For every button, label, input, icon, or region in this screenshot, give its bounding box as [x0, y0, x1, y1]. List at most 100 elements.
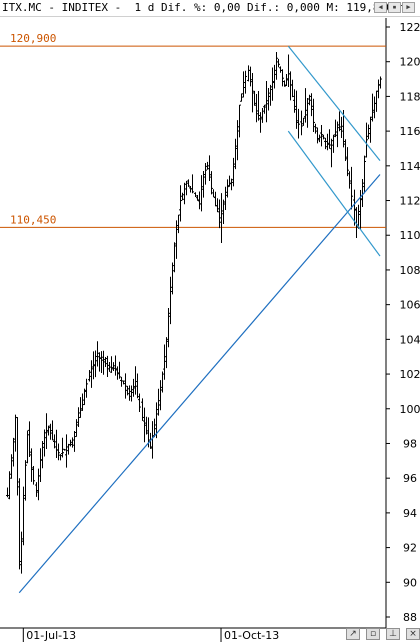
ohlc-bar — [238, 104, 241, 138]
ohlc-bar — [155, 402, 158, 439]
ohlc-bar — [122, 380, 125, 385]
ohlc-bar — [79, 397, 82, 418]
ohlc-bar — [120, 376, 123, 387]
ohlc-bar — [214, 191, 217, 207]
ohlc-bar — [102, 350, 105, 375]
ohlc-bar — [236, 120, 239, 161]
y-tick-label: 118 — [400, 90, 420, 103]
ohlc-bar — [277, 58, 280, 68]
ohlc-bar — [49, 423, 52, 440]
y-tick-label: 110 — [400, 229, 420, 242]
ohlc-bar — [194, 192, 197, 198]
ohlc-bar — [114, 355, 117, 376]
support-trend-line — [18, 174, 381, 594]
ohlc-bar — [263, 104, 266, 114]
ohlc-bar — [8, 471, 11, 500]
ohlc-bar — [365, 122, 368, 158]
ohlc-bar — [124, 373, 127, 399]
ohlc-bar — [118, 361, 121, 379]
scroll-middle-icon[interactable]: ▪ — [388, 2, 401, 13]
ohlc-bar — [73, 431, 76, 452]
ohlc-bar — [228, 175, 231, 187]
ohlc-bar — [249, 66, 252, 87]
ohlc-bar — [312, 98, 315, 132]
save-icon[interactable]: ▫ — [366, 628, 380, 640]
ohlc-bar — [244, 70, 247, 94]
ohlc-bar — [30, 448, 33, 482]
x-axis: 01-Jul-13 01-Oct-13 — [22, 628, 279, 642]
ohlc-bar — [141, 398, 144, 421]
ohlc-bar — [302, 117, 305, 126]
ohlc-bar — [318, 134, 321, 143]
ohlc-bar — [88, 370, 91, 382]
ohlc-bar — [183, 182, 186, 205]
trend-lines — [18, 45, 381, 594]
ohlc-bar — [110, 356, 113, 373]
ohlc-bar — [51, 420, 54, 441]
y-tick-label: 116 — [400, 125, 420, 138]
x-tick-label: 01-Oct-13 — [224, 629, 279, 642]
ohlc-bar — [291, 79, 294, 98]
ohlc-bar — [234, 138, 237, 170]
ohlc-bar — [257, 90, 260, 121]
header-title: ITX.MC - INDITEX - 1 d Dif. %: 0,00 Dif.… — [2, 1, 413, 14]
ohlc-bar — [375, 90, 378, 112]
header-scroll-controls[interactable]: ◀ ▪ ▶ — [374, 2, 418, 13]
ohlc-bar — [220, 193, 223, 244]
ohlc-bar — [24, 460, 27, 501]
ohlc-bar — [253, 90, 256, 106]
ohlc-bar — [377, 79, 380, 99]
y-tick-label: 122 — [400, 21, 420, 34]
ohlc-bar — [35, 482, 38, 497]
close-icon[interactable]: × — [406, 628, 420, 640]
ohlc-bar — [204, 163, 207, 185]
ohlc-bar — [216, 198, 219, 213]
ohlc-bar — [261, 107, 264, 123]
ohlc-bar — [61, 437, 64, 458]
ohlc-bar — [273, 64, 276, 89]
chart-header: ITX.MC - INDITEX - 1 d Dif. %: 0,00 Dif.… — [0, 0, 420, 17]
ohlc-bar — [77, 407, 80, 427]
ohlc-bar — [159, 380, 162, 411]
y-tick-label: 98 — [403, 437, 417, 450]
ohlc-bar — [181, 192, 184, 201]
ohlc-bar — [47, 425, 50, 436]
ohlc-bar — [196, 195, 199, 201]
ohlc-bar — [179, 185, 182, 222]
y-tick-label: 94 — [403, 507, 417, 520]
x-tick-label: 01-Jul-13 — [26, 629, 76, 642]
ohlc-bar — [37, 468, 40, 501]
ohlc-bar — [336, 121, 339, 148]
ohlc-bar — [126, 385, 129, 396]
ohlc-bar — [16, 417, 19, 496]
scroll-right-icon[interactable]: ▶ — [402, 2, 415, 13]
ohlc-bar — [340, 116, 343, 139]
ohlc-bar — [136, 373, 139, 399]
ohlc-bar — [350, 166, 353, 210]
ohlc-bar — [185, 180, 188, 196]
ohlc-bar — [53, 434, 56, 449]
footer-toolbar: ↗ ▫ ⊥ × — [346, 628, 420, 640]
ohlc-bar — [59, 454, 62, 461]
scroll-left-icon[interactable]: ◀ — [374, 2, 387, 13]
ohlc-bar — [69, 439, 72, 447]
ohlc-bar — [206, 161, 209, 170]
ohlc-bar — [293, 89, 296, 113]
chart-area — [0, 18, 387, 629]
ohlc-bar — [138, 393, 141, 413]
ohlc-bar — [22, 486, 25, 546]
ohlc-bar — [285, 73, 288, 86]
ohlc-bar — [167, 307, 170, 348]
trend-tool-icon[interactable]: ↗ — [346, 628, 360, 640]
ohlc-bar — [108, 362, 111, 372]
ohlc-bar — [373, 96, 376, 119]
ohlc-bar — [334, 119, 337, 138]
ohlc-bar — [226, 179, 229, 198]
ohlc-bar — [63, 448, 66, 451]
ohlc-bar — [304, 88, 307, 123]
pin-icon[interactable]: ⊥ — [386, 628, 400, 640]
ohlc-bar — [208, 155, 211, 181]
ohlc-bar — [92, 351, 95, 380]
ohlc-bar — [310, 93, 313, 117]
y-tick-label: 96 — [403, 472, 417, 485]
